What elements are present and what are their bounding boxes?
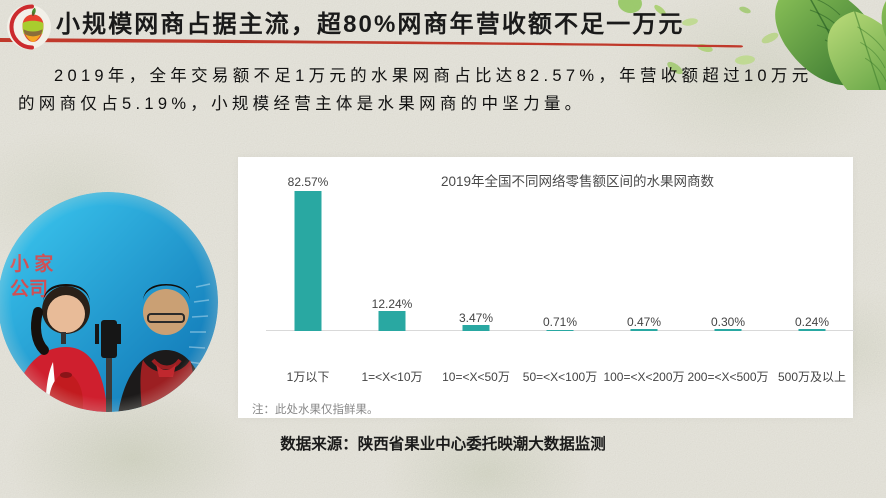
svg-text:公司: 公司 (10, 278, 48, 300)
svg-text:小 家: 小 家 (10, 252, 54, 275)
